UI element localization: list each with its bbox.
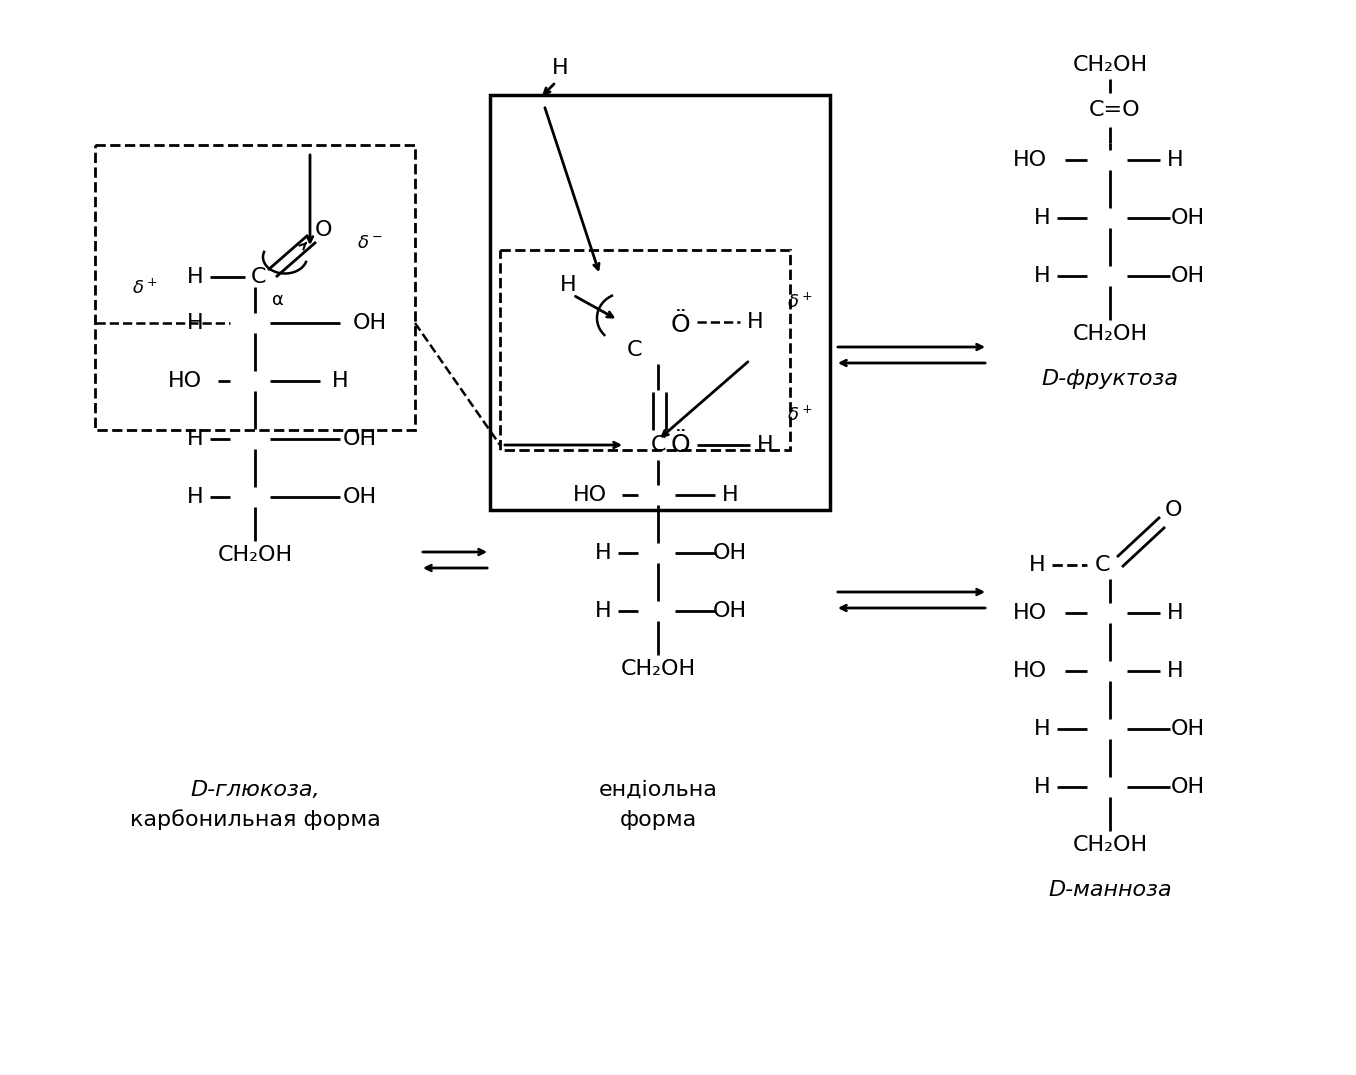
Text: CH₂OH: CH₂OH xyxy=(217,545,293,565)
Text: D-глюкоза,: D-глюкоза, xyxy=(190,780,320,800)
Text: OH: OH xyxy=(1172,266,1205,286)
Text: H: H xyxy=(187,267,203,287)
Text: H: H xyxy=(1029,555,1045,575)
Text: $\delta^+$: $\delta^+$ xyxy=(786,292,814,312)
Text: CH₂OH: CH₂OH xyxy=(1073,835,1147,855)
Text: Ö: Ö xyxy=(670,433,690,457)
Text: O: O xyxy=(315,220,332,240)
Text: OH: OH xyxy=(353,313,386,333)
Text: H: H xyxy=(747,312,763,332)
Text: H: H xyxy=(332,371,348,391)
Text: H: H xyxy=(757,435,773,455)
Text: H: H xyxy=(1166,661,1184,680)
Text: O: O xyxy=(1165,500,1181,520)
Text: H: H xyxy=(595,601,612,621)
Text: HO: HO xyxy=(1013,151,1047,170)
Text: H: H xyxy=(1033,719,1051,739)
Text: H: H xyxy=(187,429,203,449)
Text: CH₂OH: CH₂OH xyxy=(621,659,696,679)
Text: $\delta^+$: $\delta^+$ xyxy=(786,405,814,425)
Text: HO: HO xyxy=(1013,603,1047,624)
Text: Ö: Ö xyxy=(670,313,690,336)
Text: H: H xyxy=(187,313,203,333)
Text: HO: HO xyxy=(574,485,607,505)
Text: D-манноза: D-манноза xyxy=(1048,880,1172,900)
Text: OH: OH xyxy=(343,429,377,449)
Text: C: C xyxy=(651,435,666,455)
Text: $\delta^-$: $\delta^-$ xyxy=(357,234,382,252)
Text: H: H xyxy=(1166,603,1184,624)
Text: C=O: C=O xyxy=(1089,100,1140,120)
Text: H: H xyxy=(552,58,568,78)
Text: CH₂OH: CH₂OH xyxy=(1073,324,1147,344)
Text: OH: OH xyxy=(343,487,377,507)
Text: OH: OH xyxy=(1172,719,1205,739)
Text: ендіольна: ендіольна xyxy=(598,780,717,800)
Text: α: α xyxy=(273,291,283,309)
Text: H: H xyxy=(1033,777,1051,797)
Text: H: H xyxy=(721,485,738,505)
Text: C: C xyxy=(251,267,266,287)
Text: форма: форма xyxy=(620,809,697,830)
Text: H: H xyxy=(1033,266,1051,286)
Text: C: C xyxy=(1096,555,1111,575)
Text: OH: OH xyxy=(713,543,747,563)
Text: H: H xyxy=(1166,151,1184,170)
Text: OH: OH xyxy=(1172,777,1205,797)
Text: HO: HO xyxy=(1013,661,1047,680)
Text: H: H xyxy=(187,487,203,507)
Text: H: H xyxy=(595,543,612,563)
Text: OH: OH xyxy=(713,601,747,621)
Text: карбонильная форма: карбонильная форма xyxy=(130,809,381,830)
Text: CH₂OH: CH₂OH xyxy=(1073,55,1147,75)
Text: $\delta^+$: $\delta^+$ xyxy=(132,278,159,298)
Text: HO: HO xyxy=(168,371,202,391)
Text: OH: OH xyxy=(1172,207,1205,228)
Text: C: C xyxy=(628,340,643,360)
Text: H: H xyxy=(1033,207,1051,228)
Text: H: H xyxy=(560,275,576,295)
Text: D-фруктоза: D-фруктоза xyxy=(1041,369,1178,389)
